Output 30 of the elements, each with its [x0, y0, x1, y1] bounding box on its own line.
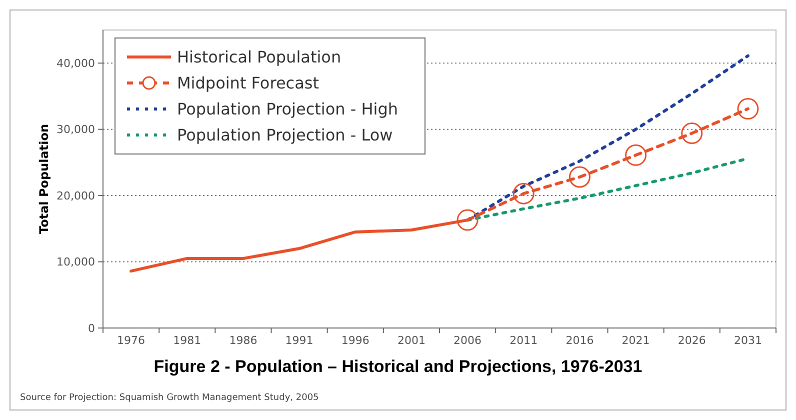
y-tick-label: 40,000 [56, 56, 95, 70]
x-tick-label: 1996 [341, 334, 370, 347]
legend-label: Midpoint Forecast [177, 74, 319, 93]
point [681, 122, 703, 144]
y-axis-title: Total Population [37, 124, 51, 234]
x-tick-label: 2021 [622, 334, 650, 347]
x-tick-label: 2026 [678, 334, 706, 347]
text: Figure 2 - Population – Historical and Projections, 1976-2031 [154, 357, 642, 376]
y-tick-label: 0 [88, 322, 95, 335]
x-tick-label: 1981 [173, 334, 202, 347]
point [512, 182, 534, 204]
point [568, 166, 590, 188]
x-tick-label: 2031 [734, 334, 762, 347]
legend-label: Population Projection - High [177, 100, 398, 119]
x-tick-label: 2001 [397, 334, 426, 347]
source-note: Source for Projection: Squamish Growth Management Study, 2005 [20, 393, 319, 403]
x-tick-label: 1976 [117, 334, 146, 347]
y-tick-label: 10,000 [56, 256, 95, 269]
point [625, 144, 647, 166]
legend-label: Population Projection - Low [177, 126, 393, 145]
y-tick-label: 20,000 [56, 189, 95, 202]
legend-label: Historical Population [177, 48, 342, 67]
x-tick-label: 2011 [510, 334, 538, 347]
y-tick-label: 30,000 [56, 123, 95, 136]
x-tick-label: 2006 [454, 334, 482, 347]
x-tick-label: 1991 [285, 334, 314, 347]
x-tick-label: 2016 [566, 334, 594, 347]
x-tick-label: 1986 [229, 334, 258, 347]
point [737, 98, 759, 120]
point [456, 209, 478, 231]
